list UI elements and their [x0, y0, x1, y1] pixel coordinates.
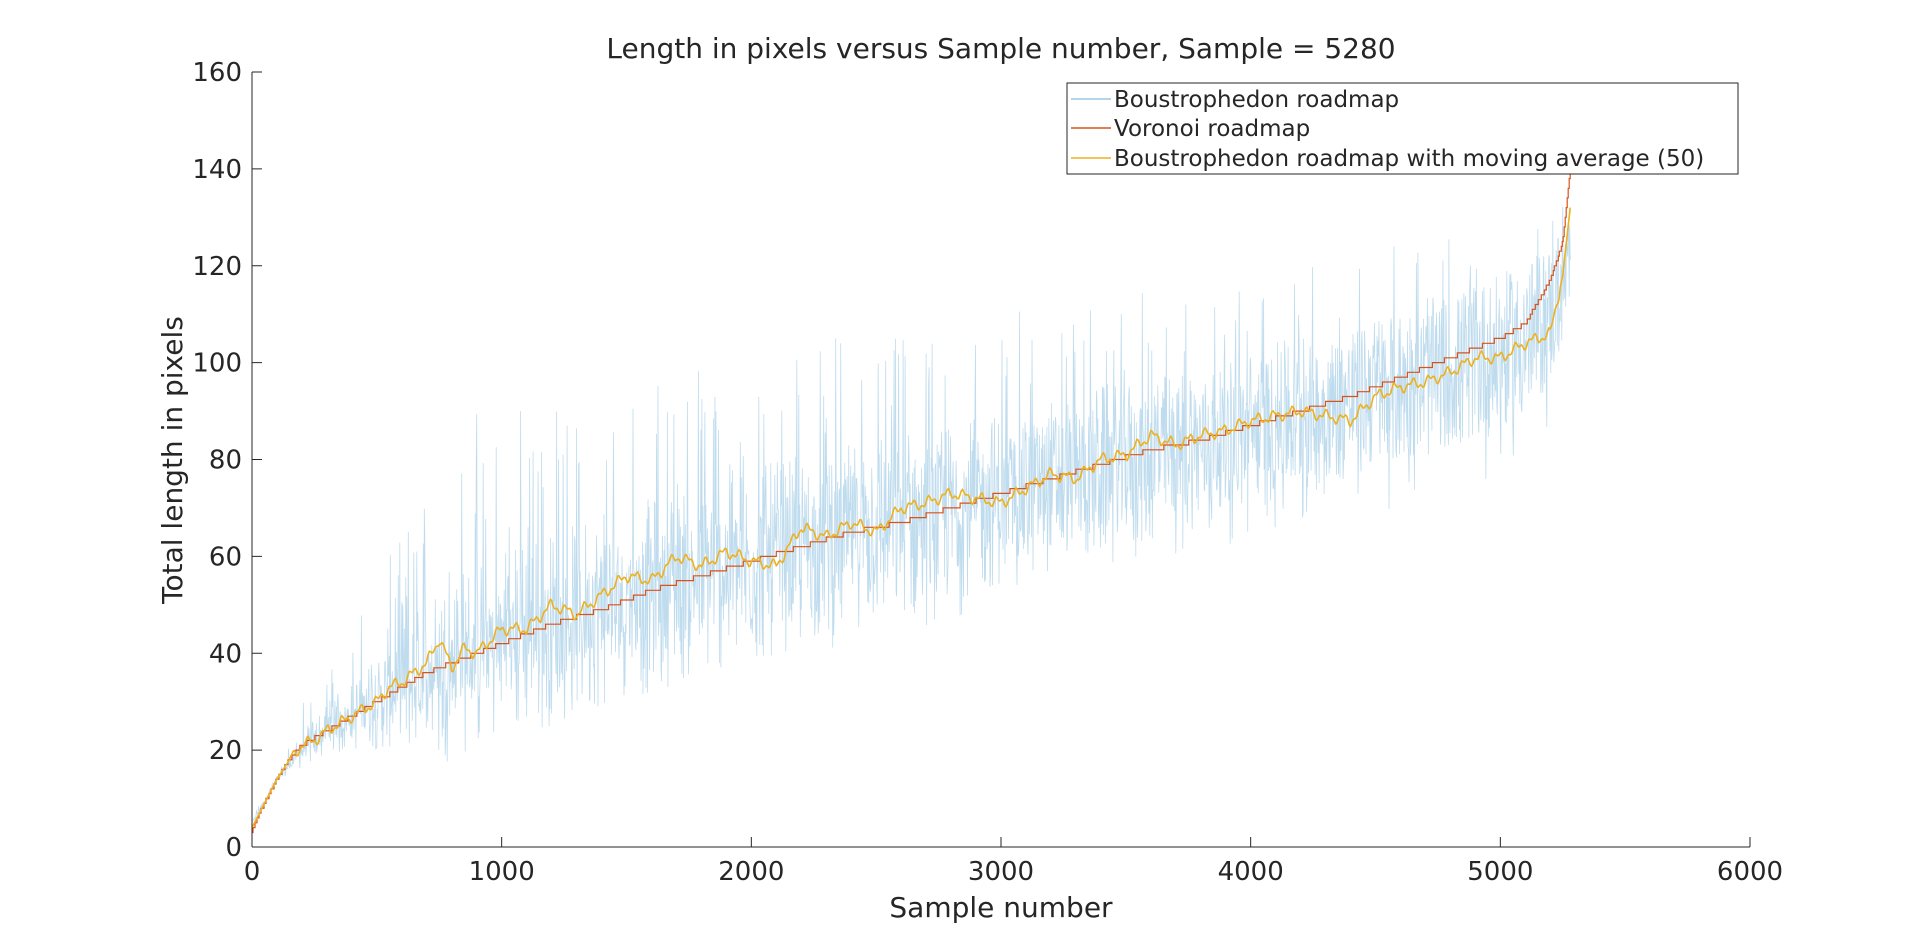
y-tick-label: 40 [209, 639, 242, 669]
legend-box [1066, 82, 1739, 175]
x-axis-label: Sample number [889, 891, 1113, 924]
x-tick-label: 4000 [1218, 857, 1284, 887]
legend-label-boustrophedon: Boustrophedon roadmap [1114, 87, 1399, 113]
x-tick-label: 2000 [718, 857, 784, 887]
series-line-moving-average [251, 207, 1571, 828]
y-tick-label: 120 [192, 252, 242, 282]
y-tick-label: 60 [209, 542, 242, 572]
legend: Boustrophedon roadmap Voronoi roadmap Bo… [1066, 82, 1739, 175]
y-tick-label: 140 [192, 155, 242, 185]
x-tick-label: 1000 [469, 857, 535, 887]
x-tick-label: 3000 [968, 857, 1034, 887]
legend-label-voronoi: Voronoi roadmap [1114, 116, 1310, 142]
y-tick-label: 160 [192, 58, 242, 88]
x-tick-label: 5000 [1467, 857, 1533, 887]
y-axis-label: Total length in pixels [156, 316, 189, 605]
y-tick-label: 0 [225, 833, 242, 863]
y-tick-label: 100 [192, 349, 242, 379]
chart-title: Length in pixels versus Sample number, S… [606, 32, 1395, 65]
y-ticks: 0 20 40 60 80 100 120 140 160 [192, 58, 262, 863]
series-line-voronoi [252, 168, 1571, 834]
x-tick-label: 0 [244, 857, 261, 887]
legend-label-moving-average: Boustrophedon roadmap with moving averag… [1114, 146, 1704, 172]
x-ticks: 0 1000 2000 3000 4000 5000 6000 [244, 837, 1783, 887]
x-tick-label: 6000 [1717, 857, 1783, 887]
y-tick-label: 80 [209, 446, 242, 476]
series-line-boustrophedon [251, 206, 1571, 824]
y-tick-label: 20 [209, 736, 242, 766]
series-group [251, 168, 1571, 834]
